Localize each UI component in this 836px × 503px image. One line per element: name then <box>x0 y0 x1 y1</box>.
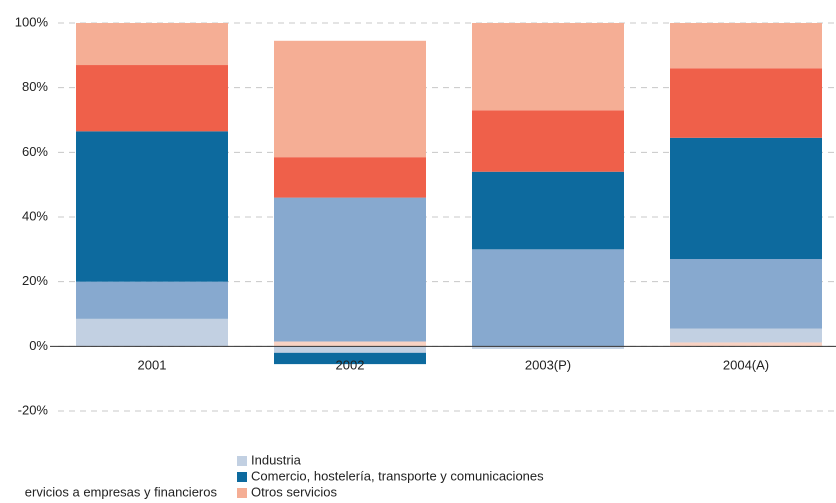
bar-segment <box>274 346 426 353</box>
y-tick-label: 100% <box>15 14 49 29</box>
x-tick-label: 2003(P) <box>525 357 571 372</box>
y-tick-label: 80% <box>22 79 48 94</box>
bar-segment <box>472 249 624 347</box>
legend-label: Industria <box>251 452 302 467</box>
y-tick-label: 20% <box>22 273 48 288</box>
bar-segment <box>274 157 426 198</box>
bar-segment <box>76 281 228 319</box>
x-tick-label: 2004(A) <box>723 357 769 372</box>
bar-segment <box>670 328 822 343</box>
y-tick-label: 0% <box>29 338 48 353</box>
bar-segment <box>76 131 228 282</box>
bar-segment <box>670 259 822 329</box>
legend-label: ervicios a empresas y financieros <box>25 484 218 499</box>
bar-segment <box>670 23 822 69</box>
x-tick-label: 2002 <box>336 357 365 372</box>
bar-segment <box>274 341 426 347</box>
y-tick-label: 40% <box>22 208 48 223</box>
bar-segment <box>670 137 822 260</box>
bar-segment <box>472 23 624 111</box>
bar-segment <box>274 352 426 365</box>
y-tick-label: 60% <box>22 144 48 159</box>
bar-segment <box>76 65 228 132</box>
y-tick-label: -20% <box>18 402 49 417</box>
bar-segment <box>274 197 426 342</box>
bar-segment <box>670 342 822 347</box>
bar-segment <box>472 110 624 172</box>
bar-segment <box>472 346 624 349</box>
legend-swatch <box>237 456 247 466</box>
legend-label: Comercio, hostelería, transporte y comun… <box>251 468 544 483</box>
legend-swatch <box>237 472 247 482</box>
legend-swatch <box>237 488 247 498</box>
x-tick-label: 2001 <box>138 357 167 372</box>
bar-segment <box>274 40 426 158</box>
bar-segment <box>76 318 228 347</box>
bar-segment <box>670 68 822 138</box>
legend-label: Otros servicios <box>251 484 337 499</box>
bar-segment <box>76 23 228 66</box>
bar-segment <box>472 171 624 250</box>
